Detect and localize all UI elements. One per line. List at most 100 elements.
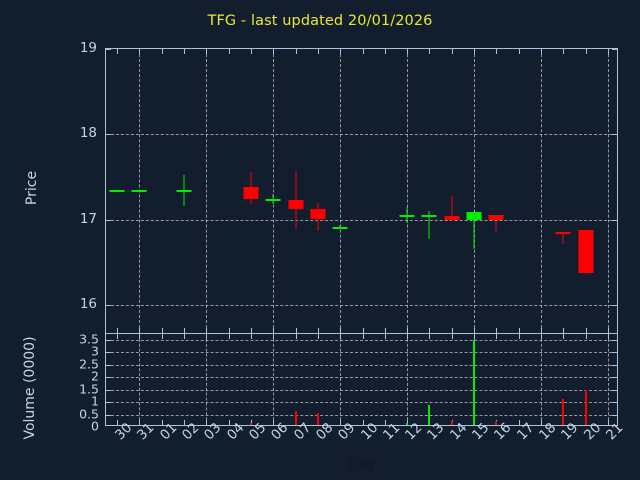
x-axis-tick <box>407 420 409 425</box>
x-axis-tick <box>340 328 342 333</box>
price-gridline-vertical <box>474 49 476 333</box>
candle-body <box>131 189 147 192</box>
candle-wick <box>428 211 430 239</box>
volume-gridline-horizontal <box>106 339 617 341</box>
x-axis-tick <box>250 328 252 333</box>
candle-wick <box>562 231 564 245</box>
x-axis-tick <box>139 334 141 339</box>
y-axis-tick <box>106 134 111 136</box>
y-axis-tick <box>612 49 617 50</box>
x-axis-tick <box>206 49 208 54</box>
x-axis-tick <box>407 328 409 333</box>
x-axis-tick <box>585 49 587 54</box>
x-axis-tick <box>273 420 275 425</box>
price-axis-tick-label: 17 <box>79 210 97 227</box>
candle-body <box>444 216 460 220</box>
x-axis-tick <box>161 328 163 333</box>
x-axis-tick <box>607 49 609 54</box>
price-gridline-vertical <box>206 49 208 333</box>
x-axis-tick <box>117 49 119 54</box>
y-axis-tick <box>106 49 111 50</box>
x-axis-tick <box>429 49 431 54</box>
candle-body <box>265 199 281 202</box>
x-axis-tick <box>407 49 409 54</box>
price-plot-area <box>106 49 617 333</box>
x-axis-tick <box>451 328 453 333</box>
volume-gridline-horizontal <box>106 414 617 416</box>
candle-wick <box>473 212 475 249</box>
x-axis-tick <box>295 49 297 54</box>
volume-bar <box>473 340 476 425</box>
x-axis-tick <box>496 334 498 339</box>
x-axis-tick <box>474 49 476 54</box>
price-gridline-vertical <box>407 49 409 333</box>
x-axis-tick <box>563 334 565 339</box>
candle-body <box>288 200 304 209</box>
x-axis-tick <box>518 420 520 425</box>
volume-bar <box>406 423 409 425</box>
y-axis-tick <box>612 305 617 307</box>
x-axis-tick <box>518 328 520 333</box>
y-axis-tick <box>612 402 617 403</box>
x-axis-tick <box>139 328 141 333</box>
x-axis-tick <box>585 328 587 333</box>
x-axis-tick <box>206 420 208 425</box>
x-axis-tick <box>540 49 542 54</box>
x-axis-tick <box>228 49 230 54</box>
x-axis-tick <box>117 420 119 425</box>
x-axis-tick <box>117 328 119 333</box>
volume-axis-tick-label: 3.5 <box>79 331 99 346</box>
x-axis-tick <box>206 334 208 339</box>
volume-bar <box>316 412 319 425</box>
x-axis-tick <box>295 334 297 339</box>
candle-wick <box>406 206 408 224</box>
price-gridline-vertical <box>340 49 342 333</box>
price-axis-tick-label: 16 <box>79 296 97 313</box>
y-axis-tick <box>106 352 111 353</box>
x-axis-tick <box>451 49 453 54</box>
x-axis-tick <box>384 334 386 339</box>
x-axis-tick <box>563 49 565 54</box>
x-axis-tick <box>340 420 342 425</box>
volume-gridline-vertical <box>540 334 542 425</box>
y-axis-tick <box>106 377 111 378</box>
x-axis-tick <box>273 334 275 339</box>
y-axis-tick <box>612 414 617 416</box>
x-axis-tick <box>429 334 431 339</box>
x-axis-tick <box>117 334 119 339</box>
candle-wick <box>495 215 497 231</box>
y-axis-tick <box>612 389 617 391</box>
candle-body <box>176 189 192 192</box>
volume-gridline-vertical <box>607 334 609 425</box>
candle-body <box>578 229 594 273</box>
candle-body <box>332 226 348 229</box>
candle-body <box>466 212 482 220</box>
price-gridline-horizontal <box>106 134 617 136</box>
y-axis-tick <box>106 219 111 221</box>
x-axis-tick <box>429 328 431 333</box>
candle-wick <box>451 195 453 222</box>
volume-gridline-vertical <box>206 334 208 425</box>
price-gridline-horizontal <box>106 305 617 307</box>
volume-gridline-vertical <box>340 334 342 425</box>
volume-gridline-vertical <box>273 334 275 425</box>
volume-plot-area <box>106 334 617 425</box>
price-gridline-vertical <box>540 49 542 333</box>
x-axis-tick <box>228 334 230 339</box>
y-axis-tick <box>106 305 111 307</box>
y-axis-tick <box>106 402 111 403</box>
volume-bar <box>562 398 565 425</box>
volume-axis-tick-label: 3 <box>91 343 99 359</box>
x-axis-tick <box>585 334 587 339</box>
x-axis-tick <box>184 334 186 339</box>
x-axis-tick <box>250 334 252 339</box>
x-axis-tick <box>250 49 252 54</box>
volume-gridline-horizontal <box>106 377 617 378</box>
price-gridline-vertical <box>273 49 275 333</box>
x-axis-tick <box>161 420 163 425</box>
y-axis-tick <box>612 219 617 221</box>
volume-gridline-horizontal <box>106 389 617 391</box>
candle-wick <box>272 194 274 205</box>
x-axis-tick <box>607 328 609 333</box>
